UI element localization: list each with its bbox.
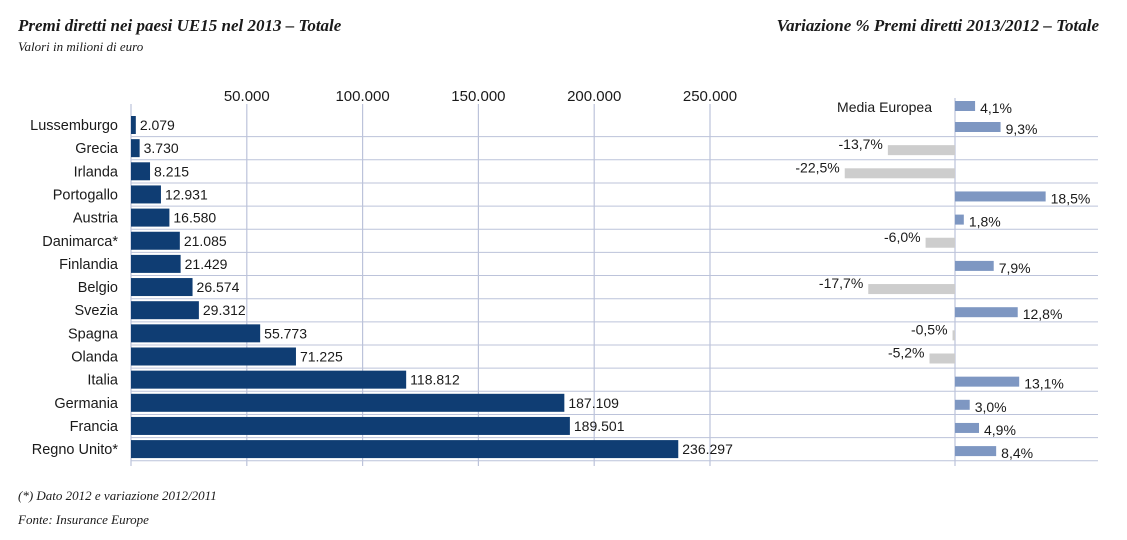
change-value-label: -0,5% <box>911 321 948 337</box>
category-label: Germania <box>54 396 119 412</box>
change-bar-positive <box>955 422 980 433</box>
premium-bar <box>131 301 199 320</box>
x-tick-label: 50.000 <box>224 88 270 105</box>
change-bar-positive <box>955 446 997 457</box>
premium-bar <box>131 254 181 273</box>
premium-value-label: 21.085 <box>184 233 227 249</box>
premium-value-label: 3.730 <box>144 140 179 156</box>
category-label: Francia <box>70 419 119 435</box>
change-value-label: 3,0% <box>975 399 1007 415</box>
premium-bar <box>131 162 151 181</box>
change-value-label: -5,2% <box>888 345 925 361</box>
premium-value-label: 118.812 <box>410 372 460 388</box>
category-label: Irlanda <box>74 164 119 180</box>
change-bar-negative <box>952 330 955 341</box>
category-label: Regno Unito* <box>32 442 119 458</box>
source-note: Fonte: Insurance Europe <box>18 512 149 527</box>
change-value-label: 12,8% <box>1023 306 1063 322</box>
change-bar-negative <box>887 145 955 156</box>
premium-bar <box>131 416 570 435</box>
premium-value-label: 29.312 <box>203 302 246 318</box>
category-label: Grecia <box>75 141 119 157</box>
premium-value-label: 71.225 <box>300 349 343 365</box>
category-label: Finlandia <box>59 257 119 273</box>
right-chart-title: Variazione % Premi diretti 2013/2012 – T… <box>776 16 1099 35</box>
premium-bar <box>131 370 407 389</box>
category-label: Portogallo <box>53 187 118 203</box>
premium-value-label: 21.429 <box>185 256 228 272</box>
left-chart-title: Premi diretti nei paesi UE15 nel 2013 – … <box>18 16 342 35</box>
premium-bar <box>131 278 193 297</box>
change-value-label: 9,3% <box>1006 121 1038 137</box>
premium-bar <box>131 231 180 250</box>
category-label: Lussemburgo <box>30 118 118 134</box>
premium-bar <box>131 347 296 366</box>
premium-value-label: 26.574 <box>197 279 240 295</box>
change-value-label: 7,9% <box>999 260 1031 276</box>
x-tick-label: 150.000 <box>451 88 505 105</box>
category-label: Austria <box>73 211 119 227</box>
change-value-label: -17,7% <box>819 275 863 291</box>
premium-value-label: 187.109 <box>568 395 619 411</box>
premium-bar <box>131 440 679 459</box>
premium-bar <box>131 185 161 204</box>
category-label: Spagna <box>68 326 119 342</box>
premium-bar <box>131 393 565 412</box>
category-label: Svezia <box>74 303 118 319</box>
change-bar-positive <box>955 399 970 410</box>
change-bar-positive <box>955 214 964 225</box>
premium-bar <box>131 324 261 343</box>
premium-bar <box>131 208 170 227</box>
premium-value-label: 16.580 <box>173 210 216 226</box>
premium-value-label: 189.501 <box>574 418 625 434</box>
premium-bar <box>131 116 136 134</box>
footnote: (*) Dato 2012 e variazione 2012/2011 <box>18 488 217 503</box>
change-value-label: 13,1% <box>1024 376 1064 392</box>
premium-value-label: 2.079 <box>140 117 175 133</box>
premium-value-label: 8.215 <box>154 163 189 179</box>
change-bar-negative <box>925 237 955 248</box>
category-label: Danimarca* <box>42 234 118 250</box>
category-label: Olanda <box>71 350 119 366</box>
reference-label: Media Europea <box>837 99 932 115</box>
left-chart-subtitle: Valori in milioni di euro <box>18 39 144 54</box>
reference-value-label: 4,1% <box>980 100 1012 116</box>
change-value-label: -13,7% <box>839 136 883 152</box>
reference-bar <box>955 101 976 111</box>
change-bar-negative <box>844 168 955 179</box>
change-bar-negative <box>868 284 955 295</box>
change-bar-positive <box>955 191 1046 202</box>
premium-value-label: 12.931 <box>165 186 208 202</box>
premium-value-label: 55.773 <box>264 325 307 341</box>
category-label: Belgio <box>78 280 118 296</box>
change-bar-positive <box>955 122 1001 132</box>
premium-value-label: 236.297 <box>682 441 733 457</box>
change-value-label: -22,5% <box>795 159 839 175</box>
x-tick-label: 250.000 <box>683 88 737 105</box>
change-value-label: 8,4% <box>1001 445 1033 461</box>
change-value-label: -6,0% <box>884 229 921 245</box>
change-bar-positive <box>955 307 1018 318</box>
change-value-label: 18,5% <box>1051 190 1091 206</box>
change-bar-positive <box>955 260 994 271</box>
x-tick-label: 100.000 <box>335 88 389 105</box>
premium-bar <box>131 139 140 158</box>
change-value-label: 1,8% <box>969 214 1001 230</box>
change-bar-negative <box>929 353 955 364</box>
change-value-label: 4,9% <box>984 422 1016 438</box>
category-label: Italia <box>87 373 119 389</box>
change-bar-positive <box>955 376 1020 387</box>
x-tick-label: 200.000 <box>567 88 621 105</box>
